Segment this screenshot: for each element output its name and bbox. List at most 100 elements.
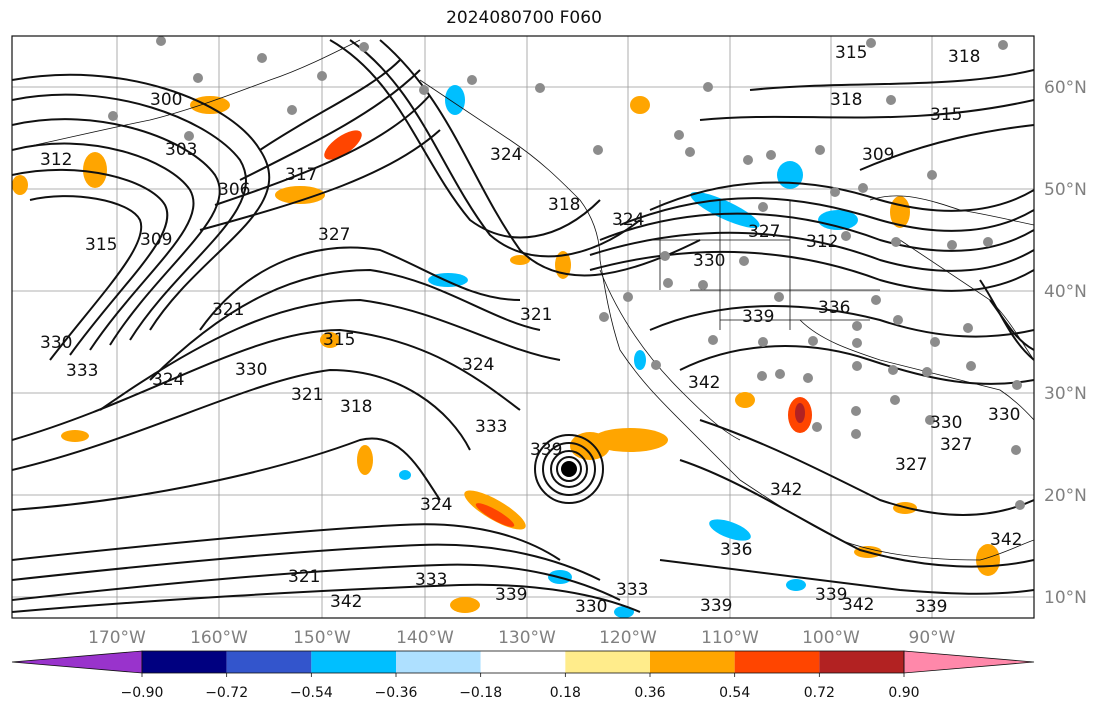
colorbar-tick-label: 0.54 [719, 685, 750, 701]
contour-label: 315 [85, 235, 117, 255]
contour-label: 318 [830, 90, 862, 110]
colorbar-segment [226, 651, 312, 673]
contour-label: 312 [40, 150, 72, 170]
colorbar-tick-label: −0.18 [459, 685, 502, 701]
contour-label: 327 [318, 225, 350, 245]
contour-label: 321 [212, 300, 244, 320]
contour-label: 330 [235, 360, 267, 380]
contour-label: 324 [462, 355, 494, 375]
colorbar-outline [141, 650, 905, 674]
contour-label: 333 [66, 361, 98, 381]
contour-label: 315 [323, 330, 355, 350]
coastlines [12, 39, 1034, 561]
contour-value-labels: 300 303 306 309 312 315 317 318 321 324 … [40, 43, 1022, 617]
contour-label: 300 [150, 90, 182, 110]
contour-label: 318 [340, 397, 372, 417]
colorbar-tick-label: 0.90 [888, 685, 919, 701]
latitude-label: 50°N [1044, 180, 1087, 200]
contour-label: 321 [288, 567, 320, 587]
longitude-label: 120°W [599, 628, 657, 648]
map-frame [11, 35, 1035, 619]
colorbar-tick-label: 0.36 [634, 685, 665, 701]
contour-label: 342 [990, 530, 1022, 550]
colorbar-tick-labels: −0.90 −0.72 −0.54 −0.36 −0.18 0.18 0.36 0.54 0.7… [121, 673, 920, 701]
contour-label: 321 [520, 305, 552, 325]
colorbar-tick-label: −0.54 [290, 685, 333, 701]
colorbar-segment [819, 651, 904, 673]
contour-label: 330 [988, 405, 1020, 425]
colorbar-segment [480, 651, 566, 673]
colorbar [11, 650, 1035, 674]
colorbar-tick-label: −0.72 [205, 685, 248, 701]
hurricane-center [561, 461, 577, 477]
contour-label: 327 [940, 435, 972, 455]
longitude-label: 130°W [498, 628, 556, 648]
contour-label: 336 [818, 298, 850, 318]
colorbar-min-extension [11, 650, 143, 674]
contour-lines [12, 39, 1034, 613]
contour-label: 339 [530, 440, 562, 460]
latitude-label: 30°N [1044, 384, 1087, 404]
contour-label: 342 [688, 373, 720, 393]
contour-label: 333 [616, 580, 648, 600]
contour-label: 312 [806, 232, 838, 252]
colorbar-segment [565, 651, 650, 673]
contour-label: 315 [835, 43, 867, 63]
contour-label: 342 [842, 595, 874, 615]
contour-label: 342 [330, 592, 362, 612]
latitude-label: 10°N [1044, 588, 1087, 608]
contour-label: 333 [415, 570, 447, 590]
colorbar-tick-label: −0.36 [375, 685, 418, 701]
contour-label: 324 [420, 495, 452, 515]
contour-label: 339 [495, 585, 527, 605]
longitude-label: 100°W [802, 628, 860, 648]
map-title: 2024080700 F060 [446, 8, 602, 28]
contour-label: 309 [140, 230, 172, 250]
contour-label: 330 [40, 333, 72, 353]
contour-label: 324 [152, 370, 184, 390]
longitude-labels: 170°W 160°W 150°W 140°W 130°W 120°W 110°W 100°W… [88, 628, 956, 648]
longitude-label: 90°W [909, 628, 956, 648]
contour-label: 339 [815, 585, 847, 605]
contour-label: 339 [700, 596, 732, 616]
longitude-label: 160°W [190, 628, 248, 648]
contour-label: 306 [218, 180, 250, 200]
longitude-label: 150°W [293, 628, 351, 648]
colorbar-max-extension [903, 650, 1035, 674]
colorbar-segment [142, 651, 227, 673]
contour-label: 309 [862, 145, 894, 165]
colorbar-tick-label: 0.72 [804, 685, 835, 701]
contour-label: 330 [575, 597, 607, 617]
colorbar-segment [396, 651, 481, 673]
colorbar-segment [650, 651, 735, 673]
contour-label: 318 [948, 47, 980, 67]
hurricane-rings [534, 434, 604, 504]
contour-label: 318 [548, 195, 580, 215]
latitude-label: 20°N [1044, 486, 1087, 506]
colorbar-segment [311, 651, 396, 673]
latitude-label: 40°N [1044, 282, 1087, 302]
contour-label: 333 [475, 417, 507, 437]
contour-label: 342 [770, 480, 802, 500]
contour-label: 303 [165, 140, 197, 160]
colorbar-segment [734, 651, 820, 673]
longitude-label: 140°W [396, 628, 454, 648]
contour-label: 327 [748, 222, 780, 242]
longitude-label: 170°W [88, 628, 146, 648]
latitude-label: 60°N [1044, 78, 1087, 98]
contour-label: 339 [742, 307, 774, 327]
contour-label: 330 [930, 413, 962, 433]
colorbar-tick-label: −0.90 [121, 685, 164, 701]
station-dots [108, 36, 1025, 510]
contour-label: 339 [915, 597, 947, 617]
colorbar-tick-label: 0.18 [550, 685, 581, 701]
contour-label: 336 [720, 540, 752, 560]
contour-label: 327 [895, 455, 927, 475]
contour-label: 317 [285, 165, 317, 185]
map-background [12, 36, 1034, 618]
contour-label: 315 [930, 105, 962, 125]
latitude-labels: 60°N 50°N 40°N 30°N 20°N 10°N [1044, 78, 1087, 608]
contour-label: 324 [612, 210, 644, 230]
contour-label: 330 [693, 251, 725, 271]
